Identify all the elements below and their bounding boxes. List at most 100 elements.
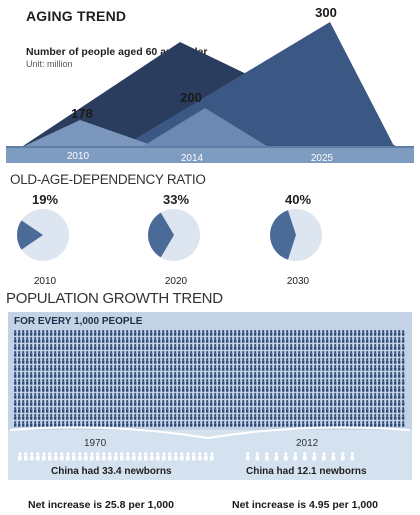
newborn-icon xyxy=(96,452,100,461)
person-icon xyxy=(130,421,133,427)
person-icon xyxy=(366,407,369,413)
person-icon xyxy=(258,386,261,392)
person-icon xyxy=(130,414,133,420)
pie-slice xyxy=(17,220,43,250)
person-icon xyxy=(322,421,325,427)
person-icon xyxy=(354,386,357,392)
person-icon xyxy=(154,365,157,371)
person-icon xyxy=(82,407,85,413)
person-icon xyxy=(242,414,245,420)
person-icon xyxy=(190,358,193,364)
person-icon xyxy=(154,337,157,343)
person-icon xyxy=(310,344,313,350)
person-icon xyxy=(230,358,233,364)
person-icon xyxy=(102,351,105,357)
person-icon xyxy=(158,365,161,371)
person-icon xyxy=(318,330,321,336)
person-icon xyxy=(66,365,69,371)
person-icon xyxy=(334,358,337,364)
person-icon xyxy=(30,330,33,336)
person-icon xyxy=(170,372,173,378)
person-icon xyxy=(210,400,213,406)
person-icon xyxy=(42,400,45,406)
person-icon xyxy=(318,400,321,406)
person-icon xyxy=(34,400,37,406)
person-icon xyxy=(238,358,241,364)
person-icon xyxy=(230,372,233,378)
person-icon xyxy=(90,414,93,420)
person-icon xyxy=(98,330,101,336)
person-icon xyxy=(218,351,221,357)
person-icon xyxy=(166,421,169,427)
person-icon xyxy=(146,358,149,364)
person-icon xyxy=(138,393,141,399)
person-icon xyxy=(250,344,253,350)
person-icon xyxy=(90,358,93,364)
person-icon xyxy=(58,351,61,357)
person-icon xyxy=(18,421,21,427)
person-icon xyxy=(258,407,261,413)
person-icon xyxy=(198,372,201,378)
person-icon xyxy=(282,358,285,364)
person-icon xyxy=(370,358,373,364)
person-icon xyxy=(58,330,61,336)
person-icon xyxy=(134,337,137,343)
person-icon xyxy=(202,407,205,413)
person-icon xyxy=(186,344,189,350)
person-icon xyxy=(62,344,65,350)
person-icon xyxy=(42,393,45,399)
person-icon xyxy=(62,379,65,385)
person-icon xyxy=(306,372,309,378)
person-icon xyxy=(194,330,197,336)
person-icon xyxy=(130,379,133,385)
person-icon xyxy=(398,407,401,413)
person-icon xyxy=(350,407,353,413)
person-icon xyxy=(322,344,325,350)
person-icon xyxy=(298,365,301,371)
person-icon xyxy=(114,337,117,343)
person-icon xyxy=(290,330,293,336)
person-icon xyxy=(102,365,105,371)
person-icon xyxy=(150,400,153,406)
person-icon xyxy=(386,421,389,427)
person-icon xyxy=(154,386,157,392)
person-icon xyxy=(258,372,261,378)
person-icon xyxy=(306,344,309,350)
person-icon xyxy=(302,421,305,427)
person-icon xyxy=(398,344,401,350)
newborn-icon xyxy=(66,452,70,461)
person-icon xyxy=(66,372,69,378)
person-icon xyxy=(362,400,365,406)
person-icon xyxy=(274,379,277,385)
person-icon xyxy=(186,372,189,378)
person-icon xyxy=(302,351,305,357)
person-icon xyxy=(382,358,385,364)
person-icon xyxy=(298,407,301,413)
person-icon xyxy=(206,344,209,350)
person-icon xyxy=(22,400,25,406)
person-icon xyxy=(394,330,397,336)
person-icon xyxy=(366,330,369,336)
person-icon xyxy=(282,393,285,399)
person-icon xyxy=(258,421,261,427)
pie-2020: 33% 2020 xyxy=(146,192,206,287)
person-icon xyxy=(238,344,241,350)
person-icon xyxy=(110,379,113,385)
person-icon xyxy=(370,330,373,336)
person-icon xyxy=(214,358,217,364)
person-icon xyxy=(114,344,117,350)
person-icon xyxy=(314,386,317,392)
person-icon xyxy=(402,421,405,427)
person-icon xyxy=(378,407,381,413)
person-icon xyxy=(322,337,325,343)
person-icon xyxy=(118,351,121,357)
person-icon xyxy=(90,400,93,406)
person-icon xyxy=(166,386,169,392)
people-grid xyxy=(14,330,405,427)
person-icon xyxy=(302,372,305,378)
person-icon xyxy=(198,330,201,336)
person-icon xyxy=(150,358,153,364)
person-icon xyxy=(334,372,337,378)
person-icon xyxy=(326,344,329,350)
person-icon xyxy=(290,365,293,371)
